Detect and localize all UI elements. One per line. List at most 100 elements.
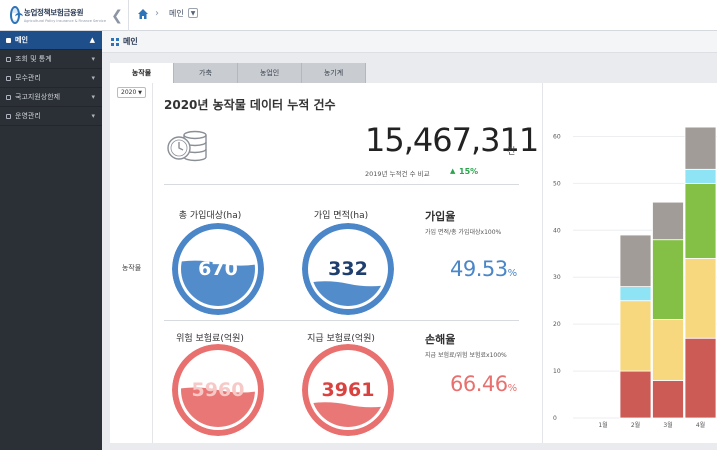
gauge-label: 지급 보험료(억원)	[307, 334, 375, 344]
bar-segment	[684, 168, 717, 184]
chevron-down-icon: ▾	[91, 74, 95, 82]
sidebar-item-params[interactable]: 모수관리 ▾	[0, 69, 102, 88]
sidebar: 메인 ▲ 조회 및 통계 ▾ 모수관리 ▾ 국고지원상한제 ▾ 운영관리 ▾	[0, 31, 102, 450]
breadcrumb-dropdown-icon[interactable]: ▼	[188, 8, 198, 18]
breadcrumb-separator-icon: ›	[155, 8, 159, 19]
divider	[128, 0, 129, 31]
gauge-enrolled-area: 332	[302, 223, 394, 315]
card-left-column: 2020 ▼ 농작물	[110, 83, 153, 443]
row-label: 농작물	[121, 264, 142, 272]
menu-bullet-icon	[6, 94, 11, 100]
x-tick-label: 1월	[598, 421, 607, 429]
menu-bullet-icon	[6, 37, 11, 43]
tab-farmers[interactable]: 농업인	[238, 63, 302, 83]
bar-segment	[652, 319, 684, 381]
tab-machinery[interactable]: 농기계	[302, 63, 366, 83]
logo[interactable]: 농업정책보험금융원 Agricultural Policy Insurance …	[10, 5, 106, 25]
chevron-up-icon: ▲	[89, 36, 95, 44]
y-tick-label: 60	[553, 133, 561, 140]
logo-name: 농업정책보험금융원	[23, 8, 84, 17]
bar-segment	[684, 337, 717, 419]
bar-segment	[619, 370, 652, 419]
gauge-label: 총 가입대상(ha)	[178, 211, 242, 221]
gauge-label: 가입 면적(ha)	[313, 211, 369, 221]
sidebar-item-stats[interactable]: 조회 및 통계 ▾	[0, 50, 102, 69]
gauge-value: 3961	[321, 379, 375, 401]
sidebar-item-label: 운영관리	[15, 112, 41, 120]
gauge-value: 670	[198, 258, 238, 280]
tab-livestock[interactable]: 가축	[174, 63, 238, 83]
bar-segment	[619, 234, 652, 288]
x-tick-label: 2월	[631, 421, 640, 429]
ratio-number: 49.53	[450, 257, 508, 281]
database-clock-icon	[167, 130, 207, 162]
chevron-down-icon: ▾	[91, 55, 95, 63]
tab-crops[interactable]: 농작물	[110, 63, 174, 83]
ratio-title: 가입율	[425, 210, 456, 223]
ratio-unit: %	[507, 383, 518, 394]
bar-segment	[684, 182, 717, 259]
card-title: 2020년 농작물 데이터 누적 건수	[164, 98, 336, 112]
y-tick-label: 10	[553, 368, 561, 375]
bar-segment	[652, 239, 684, 320]
gauge-paid-premium: 3961	[302, 344, 394, 436]
bar-segment	[652, 380, 684, 419]
gauge-value: 332	[328, 258, 368, 280]
y-tick-label: 40	[553, 227, 561, 234]
menu-bullet-icon	[6, 56, 11, 62]
bar-segment	[619, 300, 652, 372]
x-tick-label: 4월	[696, 421, 705, 429]
logo-subtitle: Agricultural Policy Insurance & Finance …	[23, 19, 106, 23]
compare-label: 2019년 누적건 수 비교	[365, 170, 430, 178]
ratio-formula: 가입 면적/총 가입대상x100%	[425, 229, 502, 236]
bar-segment	[652, 201, 684, 241]
ratio-formula: 지급 보험료/위험 보험료x100%	[425, 352, 507, 359]
compare-value: 15%	[459, 167, 479, 176]
menu-bullet-icon	[6, 75, 11, 81]
total-count-unit: 건	[507, 147, 516, 157]
logo-emblem-icon	[10, 6, 23, 24]
logo-text: 농업정책보험금융원 Agricultural Policy Insurance …	[24, 7, 106, 23]
y-tick-label: 0	[553, 415, 557, 422]
page-title: 메인	[123, 37, 138, 46]
up-arrow-icon: ▲	[450, 167, 456, 175]
sidebar-item-subsidy-cap[interactable]: 국고지원상한제 ▾	[0, 88, 102, 107]
sidebar-item-label: 국고지원상한제	[15, 93, 61, 101]
bar-segment	[684, 126, 717, 170]
stacked-bar-chart: 01020304050601월2월3월4월5	[553, 126, 717, 429]
total-count: 15,467,311	[365, 121, 539, 159]
divider	[164, 320, 519, 321]
bottom-scroll-area	[110, 443, 717, 450]
ratio-title: 손해율	[425, 333, 456, 346]
year-select[interactable]: 2020 ▼	[117, 87, 146, 98]
grid-icon	[111, 38, 119, 46]
bar-segment	[684, 258, 717, 339]
y-tick-label: 30	[553, 274, 561, 281]
divider	[164, 184, 519, 185]
gauge-value: 5960	[191, 379, 245, 401]
chevron-down-icon: ▾	[91, 112, 95, 120]
chevron-down-icon: ▾	[91, 93, 95, 101]
bar-segment	[619, 286, 652, 302]
gauge-fill	[311, 402, 385, 427]
breadcrumb-current[interactable]: 메인	[169, 9, 184, 18]
gauge-label: 위험 보험료(억원)	[176, 334, 244, 344]
back-chevron-icon[interactable]: ❮	[111, 7, 123, 24]
ratio-unit: %	[507, 268, 518, 279]
year-select-value: 2020	[121, 89, 137, 96]
menu-bullet-icon	[6, 113, 11, 119]
summary-card: 2020 ▼ 농작물 2020년 농작물 데이터 누적 건수 15,467,31…	[110, 83, 542, 443]
top-bar: 농업정책보험금융원 Agricultural Policy Insurance …	[0, 0, 717, 31]
ratio-value: 66.46%	[450, 372, 517, 396]
sidebar-item-operations[interactable]: 운영관리 ▾	[0, 107, 102, 126]
sidebar-item-label: 모수관리	[15, 74, 41, 82]
home-icon[interactable]	[137, 8, 149, 20]
sidebar-item-main[interactable]: 메인 ▲	[0, 31, 102, 50]
sidebar-item-label: 메인	[15, 36, 28, 44]
page-header: 메인	[102, 31, 717, 53]
ratio-value: 49.53%	[450, 257, 517, 281]
monthly-chart-panel: 01020304050601월2월3월4월5	[542, 83, 717, 443]
y-tick-label: 20	[553, 321, 561, 328]
tab-bar: 농작물 가축 농업인 농기계	[110, 63, 366, 83]
